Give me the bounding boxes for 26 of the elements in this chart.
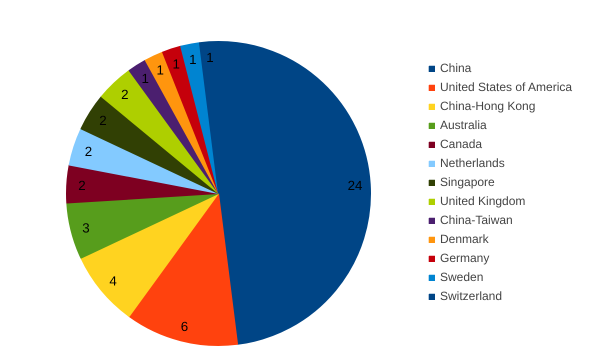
data-label: 1 <box>189 52 197 68</box>
data-label: 1 <box>141 70 149 86</box>
legend-label: United States of America <box>440 79 572 95</box>
legend-label: Sweden <box>440 269 484 285</box>
legend-label: China-Taiwan <box>440 212 513 228</box>
legend-label: China <box>440 60 472 76</box>
legend-label: Netherlands <box>440 155 505 171</box>
legend-label: Australia <box>440 117 487 133</box>
data-label: 3 <box>82 220 90 236</box>
data-label: 2 <box>84 144 92 160</box>
data-label: 1 <box>172 56 180 72</box>
legend-label: Canada <box>440 136 482 152</box>
data-label: 1 <box>206 50 214 65</box>
legend-label: Denmark <box>440 231 489 247</box>
data-label: 24 <box>348 178 364 193</box>
legend-label: Singapore <box>440 174 495 190</box>
data-label: 2 <box>99 113 107 128</box>
data-label: 1 <box>156 62 164 78</box>
data-label: 2 <box>78 178 86 193</box>
data-label: 4 <box>109 274 118 289</box>
legend-label: United Kingdom <box>440 193 526 209</box>
legend-label: Switzerland <box>440 288 502 304</box>
legend-label: China-Hong Kong <box>440 98 536 114</box>
legend-label: Germany <box>440 250 490 266</box>
data-label: 2 <box>121 86 129 102</box>
data-label: 6 <box>180 319 188 334</box>
